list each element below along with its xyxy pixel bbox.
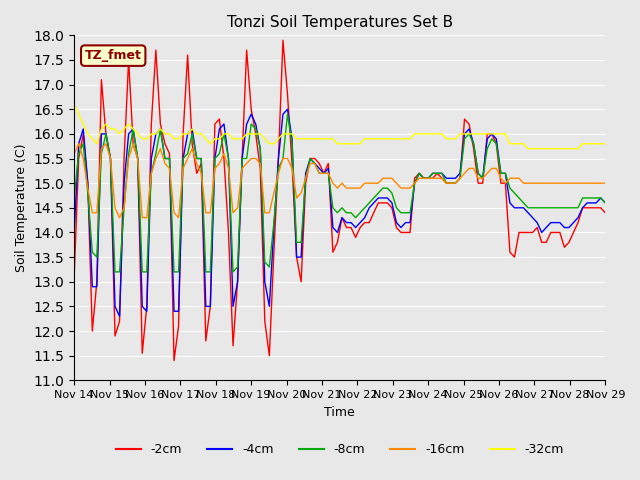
Legend: -2cm, -4cm, -8cm, -16cm, -32cm: -2cm, -4cm, -8cm, -16cm, -32cm bbox=[111, 438, 569, 461]
X-axis label: Time: Time bbox=[324, 406, 355, 419]
Text: TZ_fmet: TZ_fmet bbox=[84, 49, 141, 62]
Title: Tonzi Soil Temperatures Set B: Tonzi Soil Temperatures Set B bbox=[227, 15, 452, 30]
Y-axis label: Soil Temperature (C): Soil Temperature (C) bbox=[15, 144, 28, 272]
